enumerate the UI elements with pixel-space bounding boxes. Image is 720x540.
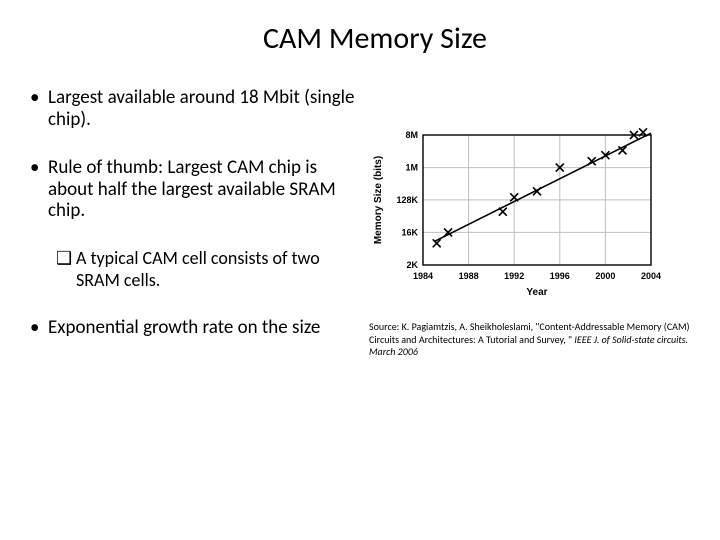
svg-text:1996: 1996 <box>550 271 570 281</box>
svg-text:1M: 1M <box>405 163 418 173</box>
chart-citation: Source: K. Pagiamtzis, A. Sheikholeslami… <box>365 321 690 359</box>
svg-text:1984: 1984 <box>413 271 433 281</box>
slide: CAM Memory Size • Largest available arou… <box>0 0 720 540</box>
bullet-2-text: Rule of thumb: Largest CAM chip is about… <box>48 157 355 223</box>
bullet-1: • Largest available around 18 Mbit (sing… <box>30 87 355 131</box>
sub-bullet-1-text: A typical CAM cell consists of two SRAM … <box>76 248 355 291</box>
svg-text:128K: 128K <box>396 195 418 205</box>
right-column: 2K 16K 128K 1M 8M 1984 1988 1992 1996 2000 2004 Yea… <box>365 87 690 365</box>
bullet-3: • Exponential growth rate on the size <box>30 317 355 339</box>
svg-text:16K: 16K <box>401 227 418 237</box>
checkbox-icon: ❑ <box>56 248 76 291</box>
svg-text:2004: 2004 <box>641 271 661 281</box>
slide-title: CAM Memory Size <box>60 20 690 57</box>
bullet-dot-icon: • <box>30 157 48 223</box>
chart-svg: 2K 16K 128K 1M 8M 1984 1988 1992 1996 2000 2004 Yea… <box>365 127 665 307</box>
bullet-1-text: Largest available around 18 Mbit (single… <box>48 87 355 131</box>
sub-bullet-1: ❑ A typical CAM cell consists of two SRA… <box>56 248 355 291</box>
bullet-dot-icon: • <box>30 317 48 339</box>
svg-text:1992: 1992 <box>504 271 524 281</box>
svg-text:Memory Size (bits): Memory Size (bits) <box>373 156 384 244</box>
bullet-3-text: Exponential growth rate on the size <box>48 317 320 339</box>
bullet-2: • Rule of thumb: Largest CAM chip is abo… <box>30 157 355 223</box>
content-row: • Largest available around 18 Mbit (sing… <box>30 87 690 365</box>
svg-text:1988: 1988 <box>459 271 479 281</box>
svg-text:Year: Year <box>526 287 547 298</box>
bullet-dot-icon: • <box>30 87 48 131</box>
memory-size-chart: 2K 16K 128K 1M 8M 1984 1988 1992 1996 2000 2004 Yea… <box>365 127 665 307</box>
svg-text:8M: 8M <box>405 130 418 140</box>
svg-text:2000: 2000 <box>595 271 615 281</box>
left-column: • Largest available around 18 Mbit (sing… <box>30 87 365 365</box>
svg-text:2K: 2K <box>406 260 418 270</box>
